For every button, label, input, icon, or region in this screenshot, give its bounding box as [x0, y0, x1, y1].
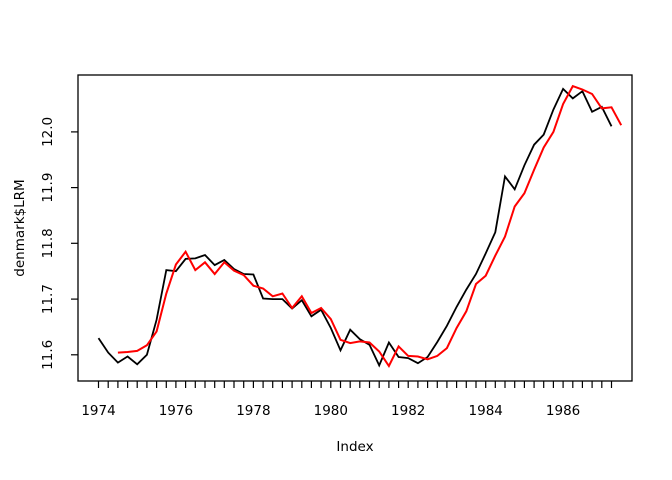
- x-axis-minor-ticks: [97, 381, 613, 388]
- observed-series-line: [97, 87, 613, 368]
- x-axis-title: Index: [336, 439, 373, 455]
- plot-box: [77, 74, 633, 382]
- y-tick-label: 11.6: [40, 340, 56, 370]
- y-tick-label: 11.8: [40, 228, 56, 258]
- y-axis-title: denmark$LRM: [12, 179, 28, 276]
- x-tick-label: 1982: [391, 403, 425, 419]
- x-tick-label: 1976: [159, 403, 193, 419]
- x-axis-tick-labels: 1974 1976 1978 1980 1982 1984 1986: [81, 403, 580, 419]
- y-tick-label: 11.9: [40, 173, 56, 203]
- y-tick-label: 12.0: [40, 117, 56, 147]
- y-axis-ticks: 11.6 11.7 11.8 11.9 12.0: [40, 117, 78, 370]
- x-tick-label: 1974: [81, 403, 115, 419]
- x-tick-label: 1984: [469, 403, 503, 419]
- y-tick-label: 11.7: [40, 284, 56, 314]
- x-tick-label: 1978: [236, 403, 270, 419]
- x-tick-label: 1986: [546, 403, 580, 419]
- fitted-series-line: [117, 84, 623, 368]
- x-tick-label: 1980: [314, 403, 348, 419]
